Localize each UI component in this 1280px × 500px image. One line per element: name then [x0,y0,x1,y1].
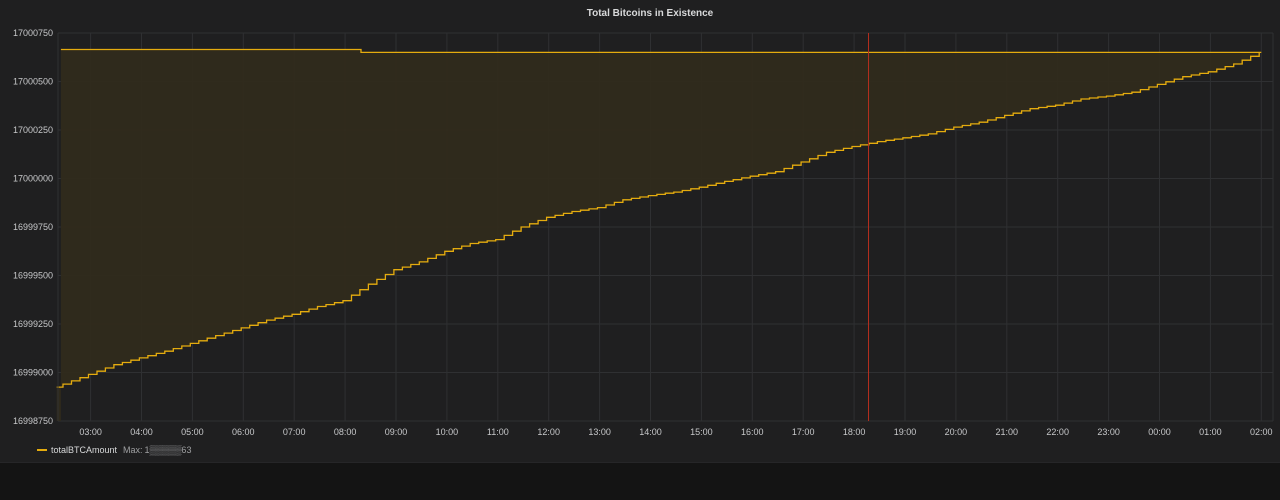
y-tick-label: 16999000 [13,368,53,378]
y-tick-label: 16999750 [13,222,53,232]
legend: totalBTCAmount Max: 1▒▒▒▒▒63 [37,444,191,456]
series-line [56,48,1262,388]
x-tick-label: 00:00 [1148,427,1171,437]
y-tick-label: 16998750 [13,416,53,426]
y-tick-label: 17000500 [13,77,53,87]
x-tick-label: 11:00 [487,427,509,437]
x-tick-label: 14:00 [639,427,662,437]
x-tick-label: 05:00 [181,427,204,437]
x-tick-label: 23:00 [1097,427,1120,437]
y-tick-label: 16999250 [13,319,53,329]
legend-max-value: 1▒▒▒▒▒63 [144,445,192,455]
y-tick-label: 17000000 [13,174,53,184]
legend-swatch [37,449,47,451]
x-tick-label: 18:00 [843,427,866,437]
x-tick-label: 16:00 [741,427,764,437]
x-tick-label: 13:00 [588,427,611,437]
page-background [0,463,1280,500]
panel-title[interactable]: Total Bitcoins in Existence [586,8,714,19]
legend-max-label: Max: [123,445,143,455]
x-tick-label: 07:00 [283,427,306,437]
x-tick-label: 08:00 [334,427,357,437]
x-tick-label: 03:00 [79,427,102,437]
y-tick-label: 17000250 [13,125,53,135]
x-tick-label: 02:00 [1250,427,1273,437]
x-tick-label: 22:00 [1046,427,1069,437]
x-tick-label: 17:00 [792,427,815,437]
x-tick-label: 20:00 [945,427,968,437]
x-tick-label: 10:00 [436,427,459,437]
x-tick-label: 21:00 [996,427,1019,437]
legend-series-name[interactable]: totalBTCAmount [51,445,118,455]
x-tick-label: 04:00 [130,427,153,437]
x-tick-label: 15:00 [690,427,713,437]
x-tick-label: 01:00 [1199,427,1222,437]
x-tick-label: 12:00 [537,427,560,437]
x-tick-label: 19:00 [894,427,917,437]
series-area-fill [56,49,1262,421]
area-chart[interactable]: 16998750 16999000 16999250 16999500 16999750… [0,0,1280,462]
y-tick-label: 17000750 [13,28,53,38]
chart-panel: Total Bitcoins in Existence 16998750 1699… [0,0,1280,463]
x-tick-label: 06:00 [232,427,255,437]
y-tick-label: 16999500 [13,271,53,281]
x-tick-label: 09:00 [385,427,408,437]
